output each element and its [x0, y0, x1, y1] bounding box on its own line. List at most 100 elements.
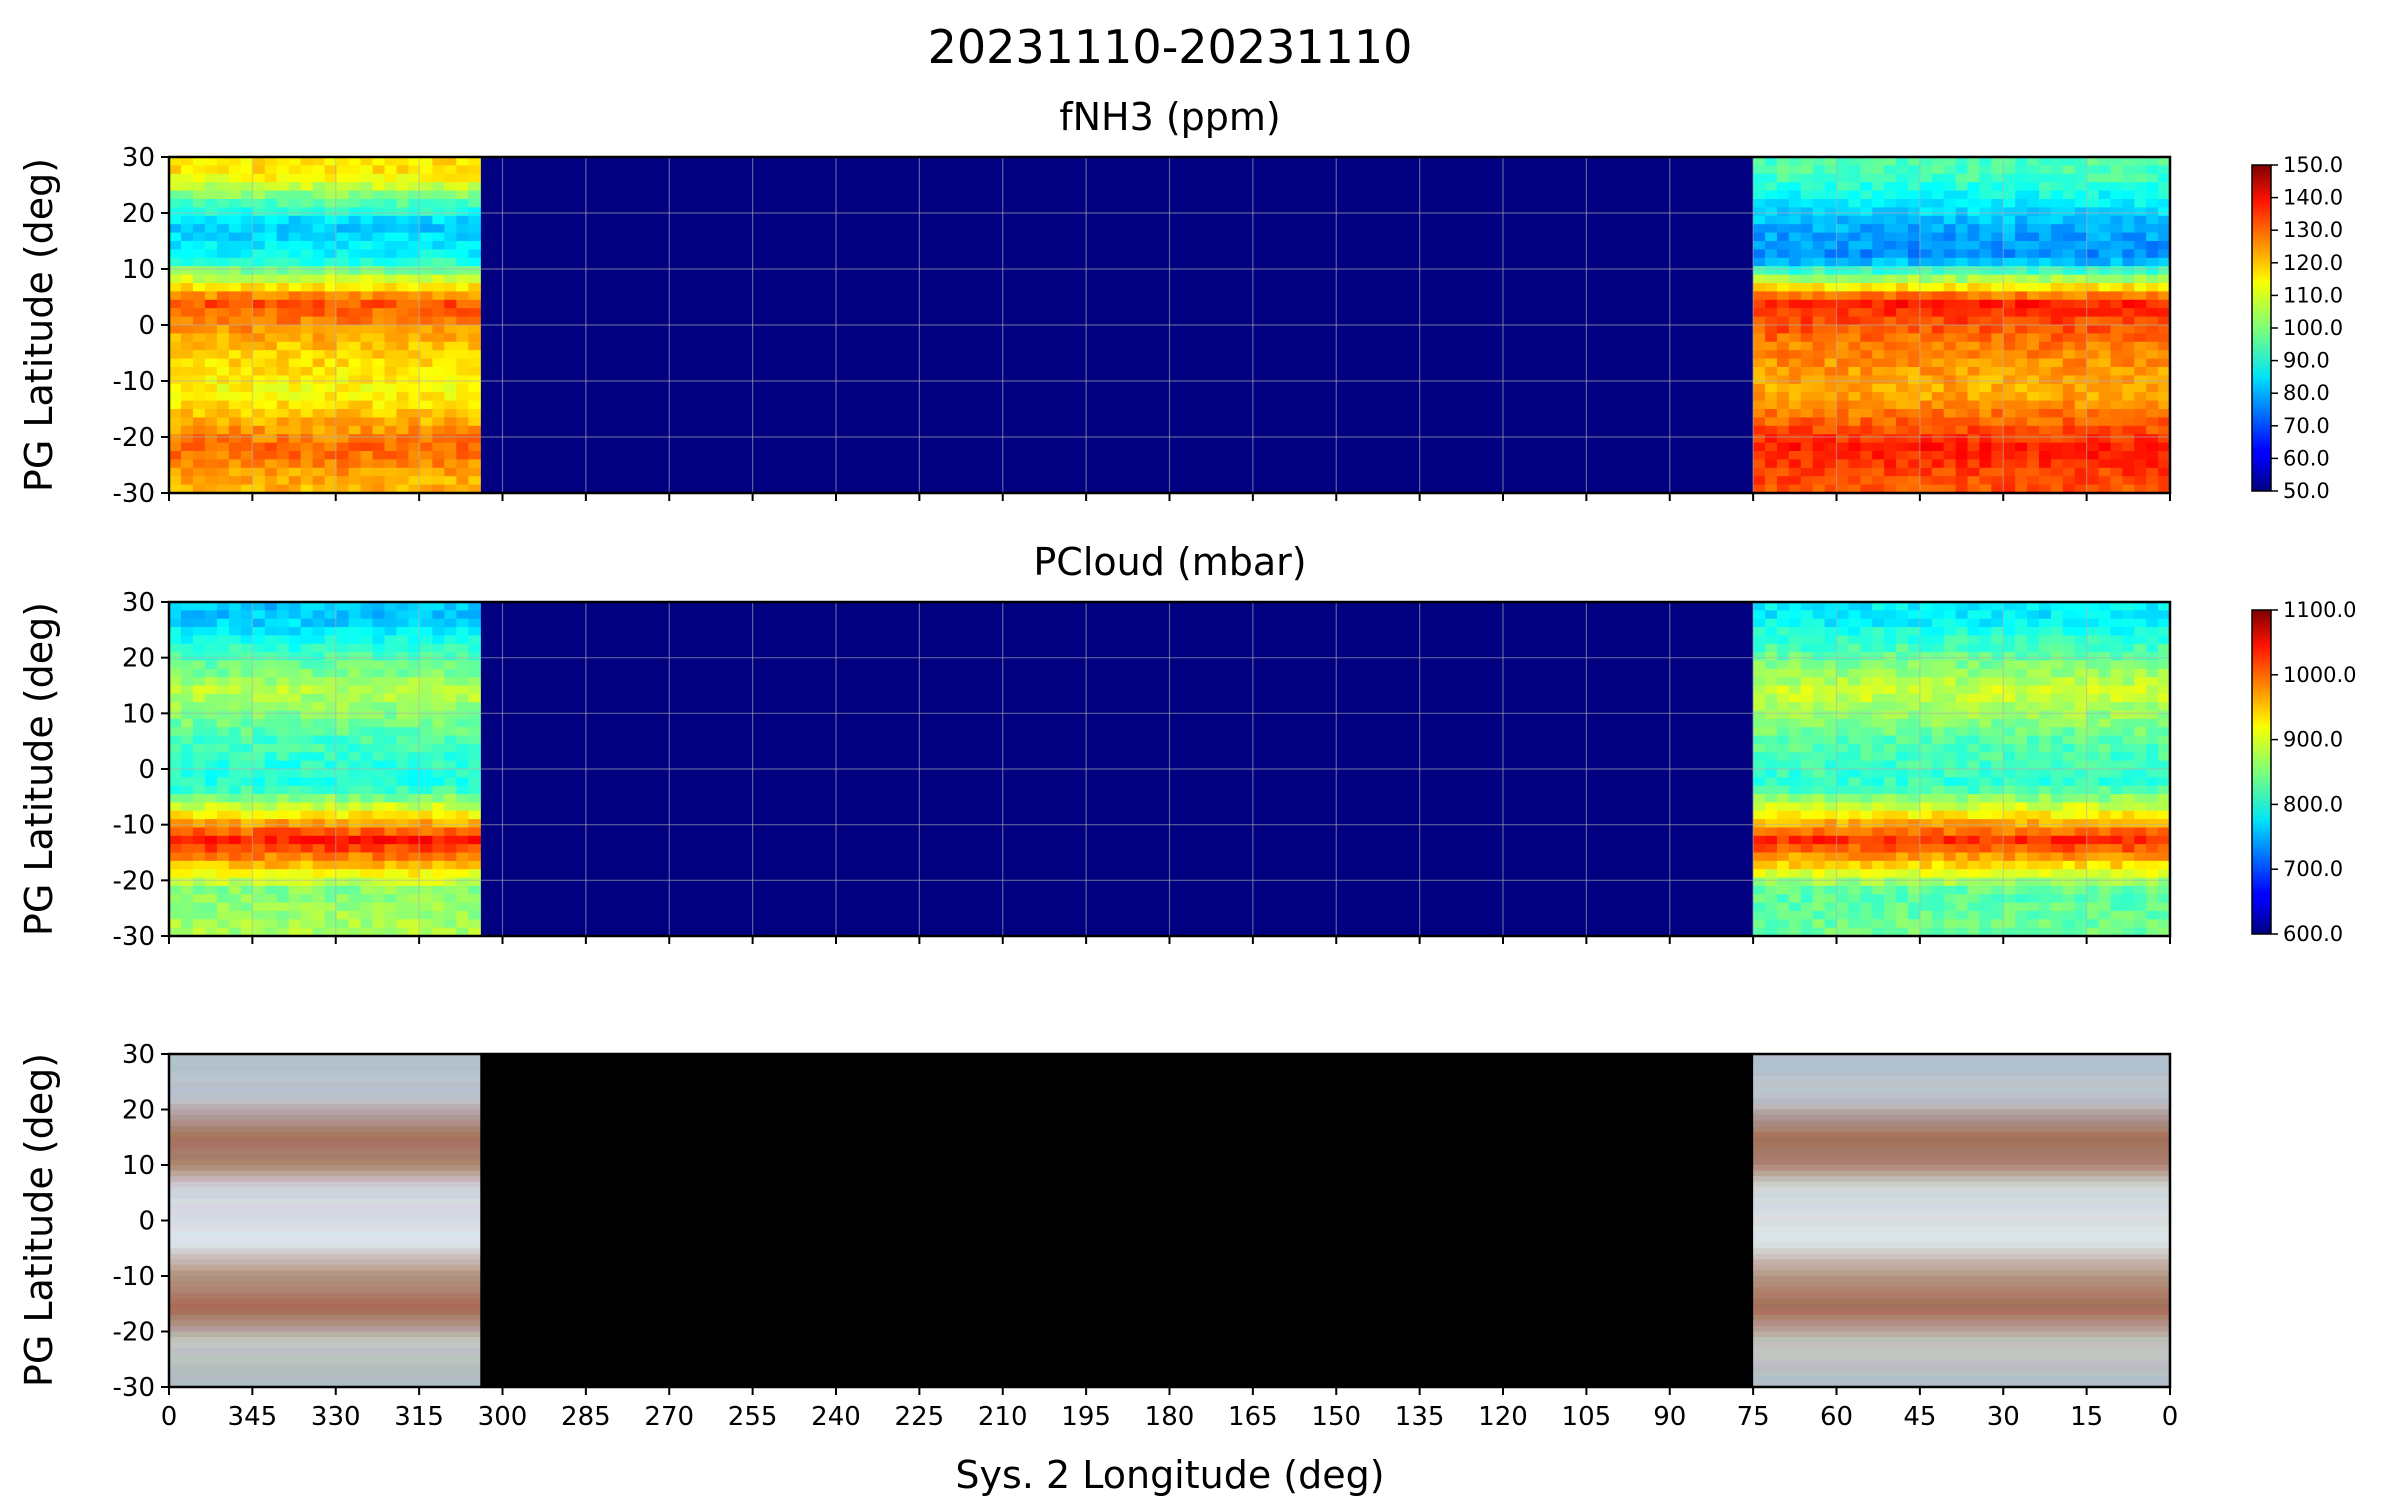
- heatmap-cell: [1860, 383, 1873, 393]
- heatmap-cell: [180, 341, 194, 351]
- heatmap-cell: [169, 274, 182, 284]
- heatmap-cell: [1943, 810, 1957, 820]
- heatmap-cell: [216, 794, 230, 803]
- heatmap-cell: [348, 266, 362, 276]
- heatmap-cell: [2062, 299, 2076, 309]
- heatmap-cell: [2003, 417, 2016, 427]
- heatmap-cell: [2086, 232, 2100, 242]
- heatmap-cell: [1991, 710, 2004, 720]
- heatmap-cell: [2098, 802, 2112, 812]
- heatmap-cell: [2003, 919, 2016, 929]
- heatmap-cell: [300, 769, 314, 778]
- heatmap-cell: [228, 274, 242, 284]
- heatmap-cell: [348, 743, 362, 753]
- heatmap-cell: [348, 316, 362, 326]
- heatmap-cell: [1860, 434, 1873, 444]
- heatmap-cell: [240, 341, 254, 351]
- heatmap-cell: [169, 785, 182, 795]
- heatmap-cell: [1860, 442, 1873, 452]
- heatmap-cell: [1765, 652, 1778, 662]
- heatmap-cell: [264, 190, 278, 200]
- heatmap-cell: [1860, 902, 1873, 912]
- fnh3-colorbar: 150.0140.0130.0120.0110.0100.090.080.070…: [2251, 153, 2343, 503]
- heatmap-cell: [228, 869, 242, 879]
- heatmap-cell: [2110, 677, 2123, 687]
- heatmap-cell: [384, 685, 398, 695]
- heatmap-cell: [2074, 476, 2088, 486]
- heatmap-cell: [2062, 467, 2076, 477]
- heatmap-cell: [2086, 685, 2100, 695]
- heatmap-cell: [432, 910, 445, 920]
- heatmap-cell: [2086, 610, 2100, 620]
- heatmap-cell: [240, 777, 254, 787]
- heatmap-cell: [360, 291, 374, 301]
- heatmap-cell: [192, 844, 206, 854]
- heatmap-cell: [456, 610, 469, 620]
- heatmap-cell: [1753, 241, 1766, 250]
- heatmap-cell: [408, 852, 422, 862]
- heatmap-cell: [2050, 367, 2064, 376]
- heatmap-cell: [2146, 467, 2159, 477]
- heatmap-cell: [1884, 752, 1897, 762]
- heatmap-cell: [1753, 610, 1766, 620]
- heatmap-cell: [2027, 375, 2040, 385]
- heatmap-cell: [288, 760, 302, 770]
- heatmap-cell: [192, 274, 206, 284]
- heatmap-cell: [468, 207, 481, 217]
- heatmap-cell: [180, 685, 194, 695]
- heatmap-cell: [1776, 308, 1790, 318]
- heatmap-cell: [2050, 274, 2064, 284]
- heatmap-cell: [1836, 283, 1850, 292]
- heatmap-cell: [1848, 610, 1861, 620]
- heatmap-cell: [324, 810, 338, 820]
- heatmap-cell: [216, 417, 230, 427]
- heatmap-cell: [1788, 660, 1802, 670]
- heatmap-cell: [2003, 877, 2016, 887]
- heatmap-cell: [288, 358, 302, 368]
- heatmap-cell: [2015, 677, 2028, 687]
- heatmap-cell: [336, 224, 350, 234]
- heatmap-cell: [2110, 283, 2123, 292]
- heatmap-cell: [2074, 702, 2088, 712]
- heatmap-cell: [432, 375, 445, 385]
- heatmap-cell: [240, 333, 254, 343]
- heatmap-cell: [2038, 459, 2052, 469]
- heatmap-cell: [408, 743, 422, 753]
- heatmap-cell: [2015, 451, 2028, 460]
- heatmap-cell: [2050, 316, 2064, 326]
- heatmap-cell: [444, 894, 457, 904]
- heatmap-cell: [1788, 860, 1802, 870]
- heatmap-cell: [372, 668, 386, 678]
- heatmap-cell: [2122, 232, 2135, 242]
- heatmap-cell: [384, 785, 398, 795]
- heatmap-cell: [1824, 484, 1838, 494]
- heatmap-cell: [1967, 894, 1981, 904]
- heatmap-cell: [324, 333, 338, 343]
- heatmap-cell: [1753, 660, 1766, 670]
- heatmap-cell: [1919, 610, 1933, 620]
- heatmap-cell: [1824, 400, 1838, 410]
- heatmap-cell: [1943, 627, 1957, 636]
- heatmap-cell: [1765, 819, 1778, 829]
- heatmap-cell: [2015, 224, 2028, 234]
- heatmap-cell: [468, 660, 481, 670]
- heatmap-cell: [252, 602, 266, 611]
- heatmap-cell: [1955, 718, 1969, 728]
- heatmap-cell: [444, 283, 457, 292]
- heatmap-cell: [372, 417, 386, 427]
- heatmap-cell: [1765, 165, 1778, 175]
- heatmap-cell: [2027, 383, 2040, 393]
- heatmap-cell: [2074, 927, 2088, 937]
- heatmap-cell: [1812, 400, 1826, 410]
- heatmap-cell: [2122, 190, 2135, 200]
- heatmap-cell: [312, 752, 326, 762]
- heatmap-cell: [1991, 685, 2004, 695]
- heatmap-cell: [420, 257, 433, 267]
- heatmap-cell: [2086, 693, 2100, 703]
- heatmap-cell: [444, 257, 457, 267]
- heatmap-cell: [1776, 685, 1790, 695]
- heatmap-cell: [2015, 693, 2028, 703]
- heatmap-cell: [1943, 182, 1957, 192]
- heatmap-cell: [1836, 308, 1850, 318]
- heatmap-cell: [1967, 484, 1981, 494]
